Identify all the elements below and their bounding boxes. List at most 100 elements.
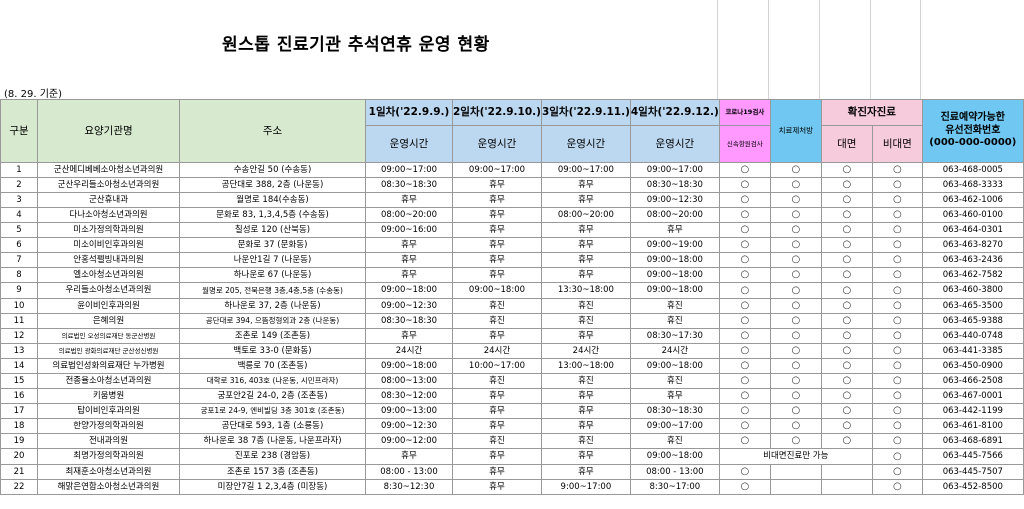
covid-test-mark: ○ — [718, 313, 771, 329]
face-mark: ○ — [820, 313, 873, 329]
header-name: 요양기관명 — [37, 99, 180, 163]
day1-hours: 휴무 — [365, 252, 453, 268]
table-row: 8 엘소아청소년과의원 하나운로 67 (나운동) 휴무 휴무 휴무 09:00~18:00… — [0, 267, 1024, 283]
day1-hours: 09:00~18:00 — [365, 282, 453, 299]
treatment-mark: ○ — [769, 192, 822, 208]
clinic-address: 미장안7길 1 2,3,4층 (미장동) — [179, 479, 366, 495]
day4-hours: 09:00~18:00 — [629, 267, 720, 283]
row-number: 12 — [0, 328, 38, 344]
covid-test-mark: ○ — [718, 267, 771, 283]
header-face: 대면 — [820, 125, 873, 163]
nonface-mark: ○ — [871, 358, 923, 374]
day3-hours: 09:00~17:00 — [540, 162, 631, 178]
face-mark: ○ — [820, 328, 873, 344]
day3-hours: 13:30~18:00 — [540, 282, 631, 299]
day4-hours: 휴무 — [629, 388, 720, 404]
day4-hours: 09:00~18:00 — [629, 448, 720, 465]
day1-hours: 08:30~12:00 — [365, 388, 453, 404]
clinic-name: 군산메디베베소아청소년과의원 — [37, 162, 180, 178]
clinic-name: 미소이비인후과의원 — [37, 237, 180, 253]
table-row: 5 미소가정의학과의원 칠성로 120 (산북동) 09:00~16:00 휴무 휴무 휴무… — [0, 222, 1024, 238]
day1-hours: 08:00~20:00 — [365, 207, 453, 223]
day2-hours: 휴무 — [452, 177, 542, 193]
face-mark: ○ — [820, 358, 873, 374]
nonface-mark: ○ — [871, 388, 923, 404]
row-number: 14 — [0, 358, 38, 374]
table-row: 14 의료법인성화의료재단 누가병원 백릉로 70 (조촌동) 09:00~18:00… — [0, 358, 1024, 374]
face-mark: ○ — [820, 418, 873, 434]
clinic-phone: 063-466-2508 — [921, 373, 1024, 389]
day4-hours: 09:00~17:00 — [629, 162, 720, 178]
clinic-name: 미소가정의학과의원 — [37, 222, 180, 238]
day4-hours: 08:00 - 13:00 — [629, 464, 720, 480]
table-row: 3 군산휴내과 월명로 184(수송동) 휴무 휴무 휴무 09:00~12:30 ○ ○ ○ ○ 0… — [0, 192, 1024, 208]
treatment-mark: ○ — [769, 373, 822, 389]
treatment-mark: ○ — [769, 388, 822, 404]
day1-hours: 09:00~12:30 — [365, 418, 453, 434]
table-row: 7 안홍석펠빙내과의원 나운안1길 7 (나운동) 휴무 휴무 휴무 09:00~18:00… — [0, 252, 1024, 268]
table-row: 16 키움병원 궁포안2길 24-0, 2층 (조촌동) 08:30~12:00 휴무 휴… — [0, 388, 1024, 404]
day3-hours: 휴무 — [540, 403, 631, 419]
face-mark: ○ — [820, 373, 873, 389]
day1-hours: 09:00~13:00 — [365, 403, 453, 419]
clinic-name: 키움병원 — [37, 388, 180, 404]
day1-hours: 휴무 — [365, 448, 453, 465]
day2-hours: 휴무 — [452, 418, 542, 434]
header-rapid-antigen: 신속항원검사 — [718, 125, 771, 163]
clinic-phone: 063-460-0100 — [921, 207, 1024, 223]
day3-hours: 13:00~18:00 — [540, 358, 631, 374]
header-phone: 진료예약가능한 유선전화번호 (000-000-0000) — [921, 99, 1024, 163]
day4-hours: 09:00~17:00 — [629, 418, 720, 434]
covid-test-mark: ○ — [718, 433, 771, 449]
nonface-mark: ○ — [871, 222, 923, 238]
clinic-address: 문화로 83, 1,3,4,5층 (수송동) — [179, 207, 366, 223]
table-row: 2 군산우리들소아청소년과의원 공단대로 388, 2층 (나운동) 08:30~18… — [0, 177, 1024, 193]
table-row: 10 윤이비인후과의원 하나운로 37, 2층 (나운동) 09:00~12:30 휴진… — [0, 298, 1024, 314]
clinic-phone: 063-460-3800 — [921, 282, 1024, 299]
header-day2: 2일차('22.9.10.) — [452, 99, 542, 126]
treatment-mark: ○ — [769, 403, 822, 419]
treatment-mark: ○ — [769, 282, 822, 299]
day2-hours: 휴무 — [452, 267, 542, 283]
clinic-phone: 063-468-3333 — [921, 177, 1024, 193]
treatment-mark: ○ — [769, 328, 822, 344]
day4-hours: 8:30~17:00 — [629, 479, 720, 495]
table-row: 17 탑이비인후과의원 궁포1로 24-9, 엔비빌딩 3층 301호 (조촌동) 0… — [0, 403, 1024, 419]
day4-hours: 09:00~19:00 — [629, 237, 720, 253]
day3-hours: 휴무 — [540, 192, 631, 208]
covid-test-mark: ○ — [718, 252, 771, 268]
special-note: 비대면진료만 가능 — [718, 448, 873, 465]
row-number: 19 — [0, 433, 38, 449]
clinic-phone: 063-445-7507 — [921, 464, 1024, 480]
day3-hours: 휴무 — [540, 464, 631, 480]
nonface-mark: ○ — [871, 177, 923, 193]
table-row: 6 미소이비인후과의원 문화로 37 (문화동) 휴무 휴무 휴무 09:00~19:00 ○… — [0, 237, 1024, 253]
covid-test-mark: ○ — [718, 358, 771, 374]
face-mark: ○ — [820, 343, 873, 359]
day2-hours: 휴진 — [452, 373, 542, 389]
day3-hours: 휴무 — [540, 252, 631, 268]
nonface-mark: ○ — [871, 192, 923, 208]
day1-hours: 08:30~18:30 — [365, 313, 453, 329]
day2-hours: 휴무 — [452, 252, 542, 268]
covid-test-mark: ○ — [718, 298, 771, 314]
page-title: 원스톱 진료기관 추석연휴 운영 현황 — [222, 35, 490, 55]
day2-hours: 휴진 — [452, 313, 542, 329]
day2-hours: 휴무 — [452, 448, 542, 465]
day3-hours: 휴무 — [540, 177, 631, 193]
day3-hours: 휴무 — [540, 418, 631, 434]
header-address: 주소 — [179, 99, 366, 163]
day3-hours: 9:00~17:00 — [540, 479, 631, 495]
clinic-name: 전내과의원 — [37, 433, 180, 449]
covid-test-mark: ○ — [718, 479, 771, 495]
day4-hours: 08:30~18:30 — [629, 177, 720, 193]
header-covid-test: 코로나19검사 — [718, 99, 771, 126]
header-optime-4: 운영시간 — [629, 125, 720, 163]
day4-hours: 휴진 — [629, 433, 720, 449]
day4-hours: 24시간 — [629, 343, 720, 359]
face-mark — [820, 464, 873, 480]
clinic-address: 칠성로 120 (산북동) — [179, 222, 366, 238]
clinic-address: 수송안길 50 (수송동) — [179, 162, 366, 178]
clinic-name: 최명가정의학과의원 — [37, 448, 180, 465]
